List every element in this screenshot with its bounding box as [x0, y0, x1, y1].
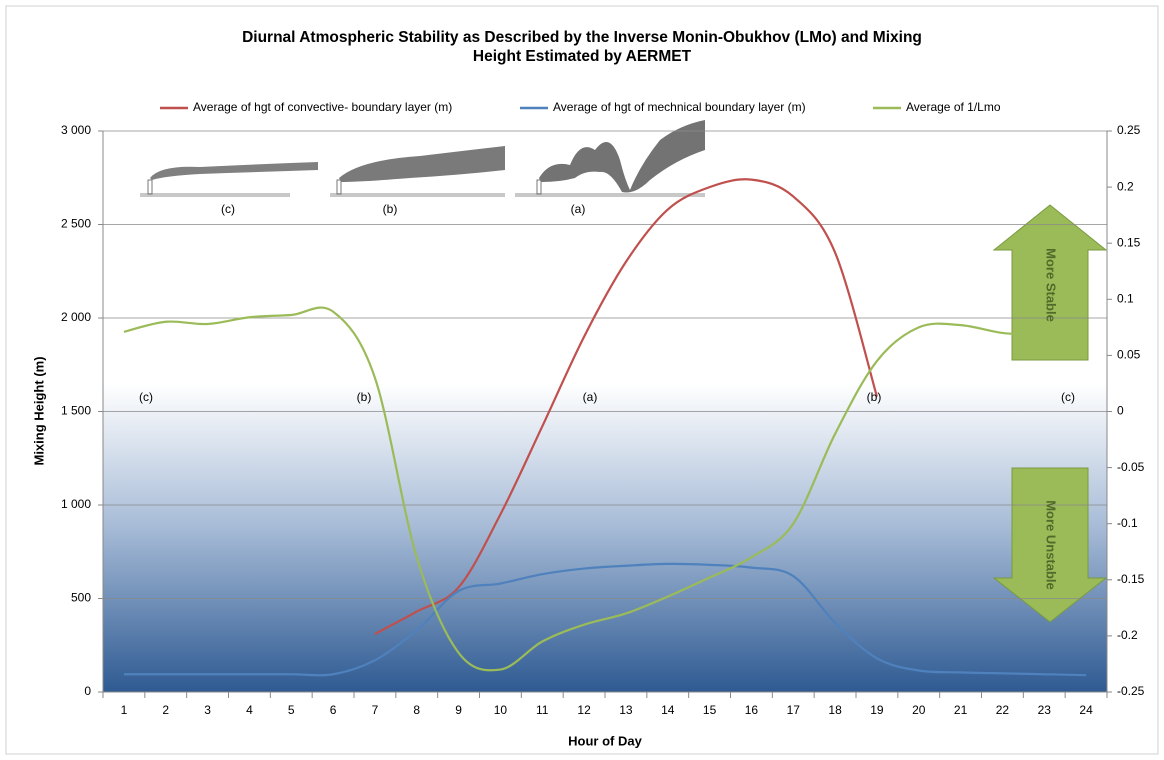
x-tick-label: 2	[162, 703, 169, 717]
stack	[147, 179, 153, 195]
x-tick-label: 23	[1038, 703, 1052, 717]
x-tick-label: 12	[577, 703, 591, 717]
series-line	[123, 306, 1087, 672]
y2-tick-label: 0.05	[1117, 348, 1141, 362]
x-tick-label: 19	[870, 703, 884, 717]
annotation: (b)	[867, 390, 882, 404]
ground	[140, 193, 290, 197]
x-tick-label: 18	[828, 703, 842, 717]
x-tick-label: 9	[455, 703, 462, 717]
image-label: (a)	[571, 202, 586, 216]
image-label: (b)	[383, 202, 398, 216]
image-label: (c)	[221, 202, 235, 216]
annotation: (b)	[357, 390, 372, 404]
y2-tick-label: 0	[1117, 404, 1124, 418]
y-tick-label: 1 500	[61, 404, 91, 418]
plume	[339, 146, 505, 182]
arrow-label: More Stable	[1044, 248, 1059, 322]
arrows	[992, 204, 1108, 623]
legend-label: Average of 1/Lmo	[906, 100, 1001, 114]
annotation: (c)	[1061, 390, 1075, 404]
plume	[150, 162, 318, 180]
plume	[539, 120, 705, 193]
y2-tick-label: 0.15	[1117, 235, 1141, 249]
x-tick-label: 17	[787, 703, 801, 717]
y-tick-label: 0	[84, 684, 91, 698]
x-tick-label: 3	[204, 703, 211, 717]
x-tick-label: 4	[246, 703, 253, 717]
x-tick-label: 7	[372, 703, 379, 717]
x-tick-label: 15	[703, 703, 717, 717]
arrow-label: More Unstable	[1044, 500, 1059, 590]
x-tick-label: 11	[536, 703, 549, 717]
chart-title: Diurnal Atmospheric Stability as Describ…	[242, 29, 922, 65]
x-tick-label: 14	[661, 703, 675, 717]
stack	[336, 179, 342, 195]
stack	[536, 179, 542, 195]
down-arrow	[992, 467, 1108, 623]
series-line	[123, 562, 1087, 677]
y2-tick-label: 0.1	[1117, 291, 1134, 305]
y2-tick-label: -0.1	[1117, 516, 1138, 530]
x-tick-label: 20	[912, 703, 926, 717]
x-tick-label: 5	[288, 703, 295, 717]
y2-tick-label: -0.2	[1117, 628, 1138, 642]
x-axis-label: Hour of Day	[568, 733, 642, 748]
legend-label: Average of hgt of convective- boundary l…	[193, 100, 452, 114]
x-tick-label: 6	[330, 703, 337, 717]
x-tick-label: 21	[954, 703, 968, 717]
y2-tick-label: -0.15	[1117, 572, 1145, 586]
y2-tick-label: 0.25	[1117, 123, 1141, 137]
y-tick-label: 2 500	[61, 217, 91, 231]
ground	[515, 193, 705, 197]
annotation: (c)	[139, 390, 153, 404]
annotation: (a)	[583, 390, 598, 404]
x-tick-label: 1	[121, 703, 128, 717]
series-line	[374, 178, 878, 635]
y-axis-label: Mixing Height (m)	[31, 356, 46, 465]
x-tick-label: 10	[494, 703, 508, 717]
x-tick-label: 13	[619, 703, 633, 717]
x-tick-label: 24	[1079, 703, 1093, 717]
y-tick-label: 3 000	[61, 123, 91, 137]
x-tick-label: 16	[745, 703, 759, 717]
stack-illustrations	[140, 120, 705, 197]
y-tick-label: 1 000	[61, 497, 91, 511]
y2-tick-label: 0.2	[1117, 179, 1134, 193]
y-tick-label: 500	[71, 591, 91, 605]
legend-label: Average of hgt of mechnical boundary lay…	[553, 100, 806, 114]
y-tick-label: 2 000	[61, 310, 91, 324]
x-tick-label: 8	[413, 703, 420, 717]
x-tick-label: 22	[996, 703, 1010, 717]
y2-tick-label: -0.25	[1117, 684, 1145, 698]
ground	[330, 193, 505, 197]
y2-tick-label: -0.05	[1117, 460, 1145, 474]
up-arrow	[992, 204, 1108, 361]
